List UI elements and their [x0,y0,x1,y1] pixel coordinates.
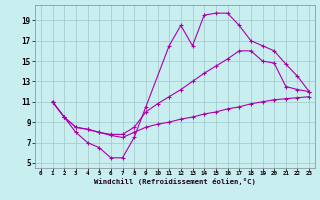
X-axis label: Windchill (Refroidissement éolien,°C): Windchill (Refroidissement éolien,°C) [94,178,256,185]
